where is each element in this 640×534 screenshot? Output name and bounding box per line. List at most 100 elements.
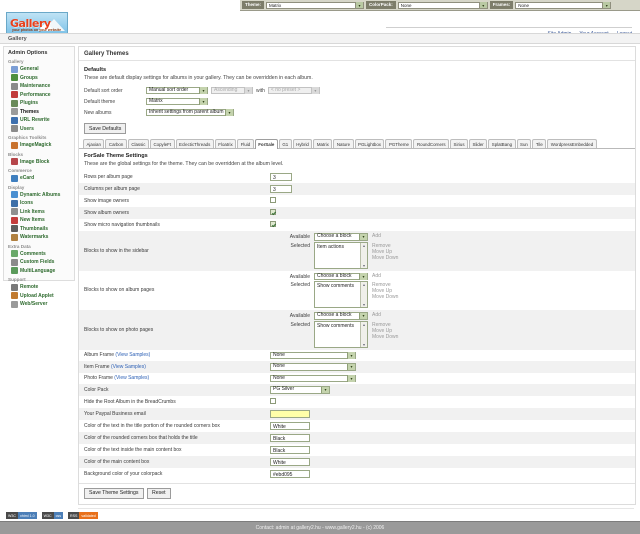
sidebar-item-url-rewrite[interactable]: URL Rewrite [11,116,70,124]
input-rows-per-album-page[interactable]: 3 [270,173,292,181]
sidebar-item-dynamic-albums[interactable]: Dynamic Albums [11,191,70,198]
toolbar-colorpack-select[interactable]: None ▾ [397,1,488,9]
toolbar-theme-select[interactable]: Matrix ▾ [266,1,365,9]
scroll-up-icon[interactable]: ▴ [362,282,365,287]
selected-blocks-list[interactable]: Show comments ▴ ▾ [314,320,368,348]
scroll-up-icon[interactable]: ▴ [362,242,365,248]
add-block-button[interactable]: Add [372,233,381,239]
tab-splatbang[interactable]: SplatBang [488,139,516,148]
scrollbar[interactable]: ▴ ▾ [360,282,367,307]
input-color-of-the-text-inside-the-main-conten[interactable]: Black [270,445,310,454]
scroll-down-icon[interactable]: ▾ [362,262,365,268]
sidebar-item-web-server[interactable]: Web/Server [11,300,70,308]
sidebar-item-multilanguage[interactable]: MultiLanguage [11,267,70,274]
tab-hybrid[interactable]: Hybrid [292,139,313,148]
sidebar-item-imagemagick[interactable]: ImageMagick [11,141,70,149]
tab-classic[interactable]: Classic [127,139,149,148]
tab-ajaxian[interactable]: Ajaxian [83,139,105,148]
scroll-down-icon[interactable]: ▾ [362,341,365,347]
sidebar-item-plugins[interactable]: Plugins [11,99,70,107]
scrollbar[interactable]: ▴ ▾ [360,242,367,268]
view-samples-link[interactable]: (View Samples) [114,375,150,382]
save-theme-settings-button[interactable]: Save Theme Settings [84,487,144,499]
move-up-button[interactable]: Move Up [372,288,393,294]
select-new-albums[interactable]: Inherit settings from parent album ▾ [146,108,234,117]
checkbox-show-image-owners[interactable] [270,197,276,203]
input-columns-per-album-page[interactable]: 3 [270,185,292,193]
input-your-paypal-business-email[interactable] [270,409,310,418]
input-color-of-the-main-content-box[interactable]: White [270,457,310,466]
sidebar-item-comments[interactable]: Comments [11,250,70,257]
sidebar-item-maintenance[interactable]: Maintenance [11,82,70,90]
sidebar-item-upload-applet[interactable]: Upload Applet [11,292,70,299]
sidebar-item-groups[interactable]: Groups [11,74,70,81]
tab-wordpressembedded[interactable]: WordpressEmbedded [547,139,597,148]
scroll-up-icon[interactable]: ▴ [362,321,365,327]
tab-slider[interactable]: Slider [469,139,488,148]
move-down-button[interactable]: Move Down [372,333,399,340]
add-block-button[interactable]: Add [372,312,381,318]
view-samples-link[interactable]: (View Samples) [110,363,146,370]
tab-g1[interactable]: G1 [278,139,292,148]
sidebar-item-remote[interactable]: Remote [11,283,70,291]
sidebar-item-link-items[interactable]: Link Items [11,208,70,215]
tab-sirius[interactable]: Sirius [450,139,469,148]
checkbox-hide-root-album[interactable] [270,397,276,404]
list-item[interactable]: Show comments [317,283,354,289]
save-defaults-button[interactable]: Save Defaults [84,123,127,134]
checkbox-show-micro-navigation-thumbnails[interactable] [270,221,276,227]
selected-blocks-list[interactable]: Show comments ▴ ▾ [314,281,368,308]
select-album-frame[interactable]: None ▾ [270,351,356,359]
breadcrumb-gallery[interactable]: Gallery [8,36,27,42]
sidebar-item-icons[interactable]: Icons [11,199,70,207]
select-sort-order[interactable]: Manual sort order ▾ [146,86,208,95]
select-preset[interactable]: < no preset > ▾ [267,86,320,95]
tab-tile[interactable]: Tile [532,139,547,148]
sidebar-item-users[interactable]: Users [11,125,70,132]
view-samples-link[interactable]: (View Samples) [115,352,151,359]
sidebar-item-custom-fields[interactable]: Custom Fields [11,258,70,266]
tab-nature[interactable]: Nature [333,139,354,148]
move-up-button[interactable]: Move Up [372,248,393,255]
move-down-button[interactable]: Move Down [372,294,399,300]
add-block-button[interactable]: Add [372,272,381,279]
move-down-button[interactable]: Move Down [372,254,399,261]
tab-sun[interactable]: Sun [516,139,532,148]
sidebar-item-watermarks[interactable]: Watermarks [11,233,70,241]
tab-pglightbox[interactable]: PGLightbox [354,139,385,148]
badge-xhtml-1-0[interactable]: W3C xhtml 1.0 [6,512,37,519]
select-default-theme[interactable]: Matrix ▾ [146,97,208,106]
select-photo-frame[interactable]: None ▾ [270,374,356,382]
tab-fluid[interactable]: Fluid [237,139,254,148]
tab-floatrix[interactable]: Floatrix [214,139,237,148]
reset-button[interactable]: Reset [147,487,171,499]
select-sort-direction[interactable]: Ascending ▾ [211,86,253,95]
sidebar-item-performance[interactable]: Performance [11,91,70,98]
move-up-button[interactable]: Move Up [372,327,393,334]
scrollbar[interactable]: ▴ ▾ [360,321,367,347]
select-available-block[interactable]: Choose a block ▾ [314,272,368,280]
remove-block-button[interactable]: Remove [372,282,391,288]
sidebar-item-general[interactable]: General [11,65,70,73]
tab-copyleft[interactable]: CopyleFt [149,139,175,148]
scroll-down-icon[interactable]: ▾ [362,302,365,307]
gallery-logo[interactable]: Gallery your photos on your website [6,12,68,34]
list-item[interactable]: Show comments [317,322,354,329]
sidebar-item-new-items[interactable]: New Items [11,216,70,224]
input-background-color-of-your-colorpack[interactable]: #ebd095 [270,469,310,478]
tab-pgtheme[interactable]: PGTheme [385,139,413,148]
input-color-of-the-rounded-corners-box-that-ho[interactable]: Black [270,433,310,442]
toolbar-frames-select[interactable]: None ▾ [515,1,612,9]
sidebar-item-image-block[interactable]: Image Block [11,158,70,165]
badge-css[interactable]: W3C css [41,512,63,519]
tab-forsale[interactable]: ForSale [254,139,278,149]
sidebar-item-ecard[interactable]: eCard [11,174,70,182]
input-color-of-the-text-in-the-title-portion-o[interactable]: White [270,421,310,430]
select-available-block[interactable]: Choose a block ▾ [314,312,368,320]
list-item[interactable]: Item actions [317,243,344,250]
selected-blocks-list[interactable]: Item actions ▴ ▾ [314,241,368,269]
badge-validated[interactable]: RSS validated [67,512,98,519]
sidebar-item-themes[interactable]: Themes [11,108,70,115]
tab-roundcorners[interactable]: RoundCorners [413,139,450,148]
remove-block-button[interactable]: Remove [372,321,391,328]
